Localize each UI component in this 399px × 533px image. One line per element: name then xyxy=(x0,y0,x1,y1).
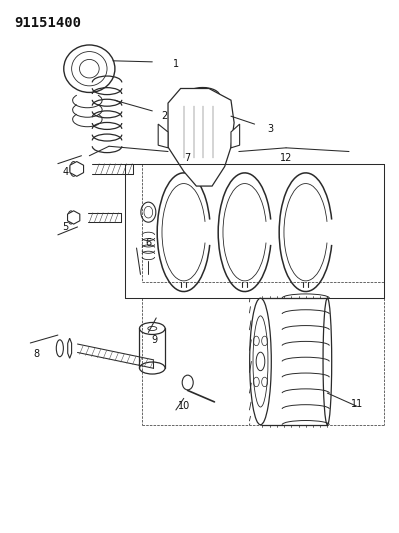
Ellipse shape xyxy=(56,340,63,357)
Ellipse shape xyxy=(140,322,165,335)
Text: 5: 5 xyxy=(63,222,69,232)
Ellipse shape xyxy=(186,87,220,105)
Text: 11: 11 xyxy=(351,399,363,409)
Text: 1: 1 xyxy=(173,60,179,69)
Ellipse shape xyxy=(191,115,216,144)
Text: 91151400: 91151400 xyxy=(15,16,81,30)
Text: 2: 2 xyxy=(161,111,167,121)
Text: 10: 10 xyxy=(178,401,190,411)
Polygon shape xyxy=(67,211,80,224)
Polygon shape xyxy=(68,338,71,358)
Text: 8: 8 xyxy=(33,349,39,359)
Polygon shape xyxy=(158,124,168,148)
Ellipse shape xyxy=(68,211,74,224)
Ellipse shape xyxy=(70,161,77,176)
Text: 4: 4 xyxy=(63,166,69,176)
Text: 12: 12 xyxy=(280,154,292,164)
Polygon shape xyxy=(231,124,240,148)
Polygon shape xyxy=(168,88,234,186)
Text: 3: 3 xyxy=(267,124,273,134)
Text: 7: 7 xyxy=(185,154,191,164)
Circle shape xyxy=(182,375,193,390)
Text: 6: 6 xyxy=(145,238,151,248)
Polygon shape xyxy=(70,161,83,176)
Text: 9: 9 xyxy=(151,335,157,345)
Ellipse shape xyxy=(140,362,165,374)
Ellipse shape xyxy=(192,154,215,179)
